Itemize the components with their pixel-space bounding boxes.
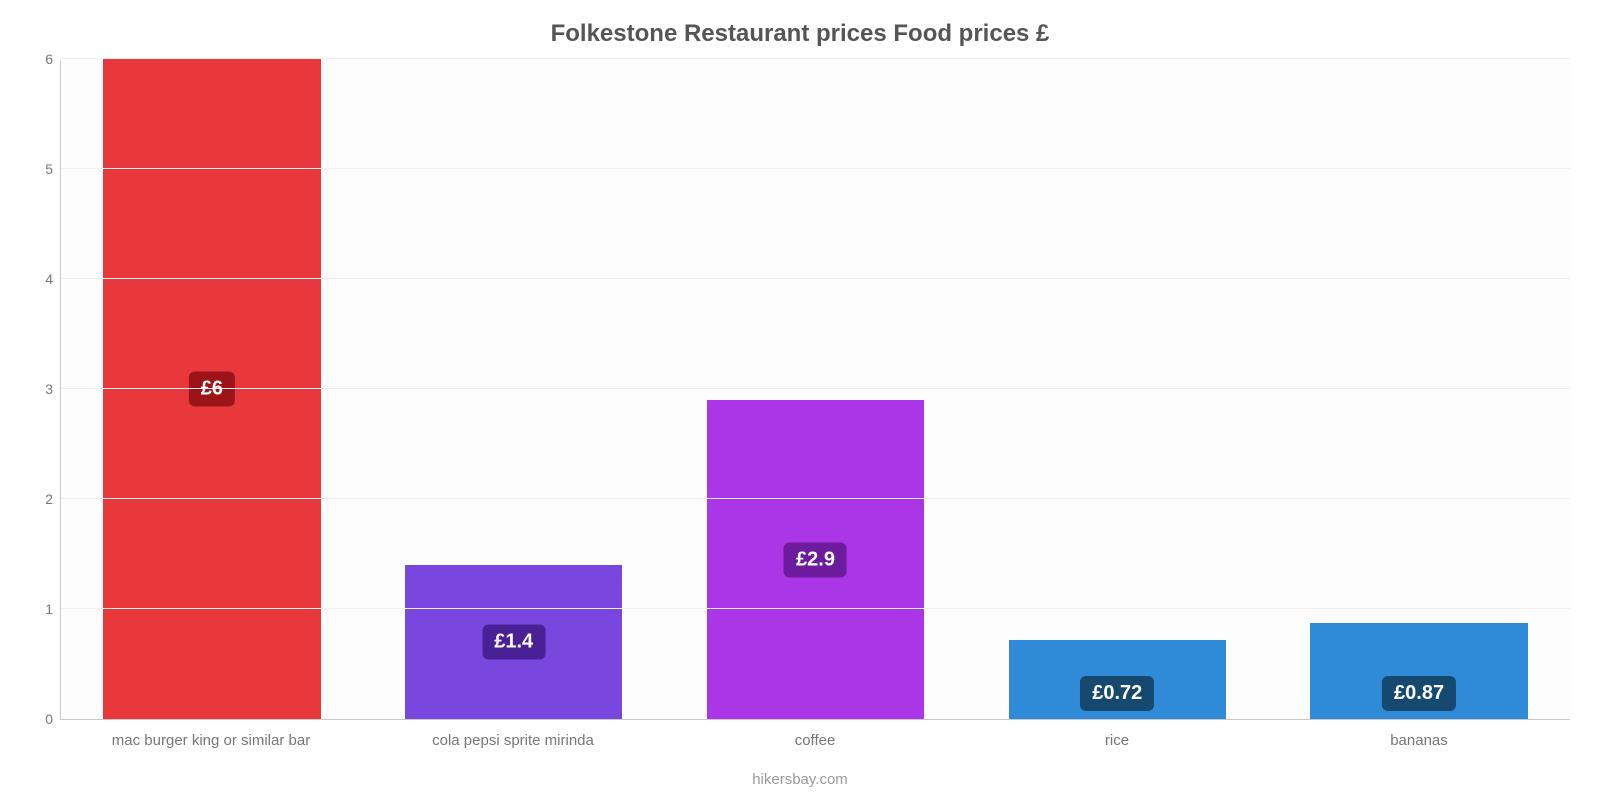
bar: £6 [103,59,320,719]
ytick-label: 3 [45,381,53,397]
bars-container: £6 £1.4 £2.9 £0.72 £0.87 [61,60,1570,719]
bar-slot: £2.9 [665,60,967,719]
bar-slot: £0.87 [1268,60,1570,719]
bar: £0.87 [1310,623,1527,719]
x-axis-label: bananas [1268,720,1570,749]
bar-slot: £6 [61,60,363,719]
chart-footer: hikersbay.com [0,771,1600,788]
plot-area: £6£1.4£2.9£0.72£0.87 0123456 [60,60,1570,720]
value-badge: £0.87 [1382,676,1456,711]
x-axis-label: cola pepsi sprite mirinda [362,720,664,749]
value-badge: £2.9 [784,542,847,577]
value-badge: £6 [189,372,235,407]
gridline [61,608,1570,609]
ytick-label: 2 [45,491,53,507]
bar-slot: £0.72 [966,60,1268,719]
ytick-label: 1 [45,601,53,617]
gridline [61,58,1570,59]
bar: £2.9 [707,400,924,719]
bar: £0.72 [1009,640,1226,719]
bar: £1.4 [405,565,622,719]
ytick-label: 5 [45,161,53,177]
gridline [61,278,1570,279]
bar-slot: £1.4 [363,60,665,719]
ytick-label: 4 [45,271,53,287]
x-axis-label: coffee [664,720,966,749]
gridline [61,388,1570,389]
value-badge: £1.4 [482,625,545,660]
value-badge: £0.72 [1080,676,1154,711]
ytick-label: 0 [45,711,53,727]
x-axis-label: mac burger king or similar bar [60,720,362,749]
gridline [61,168,1570,169]
ytick-label: 6 [45,51,53,67]
gridline [61,498,1570,499]
chart-title: Folkestone Restaurant prices Food prices… [0,0,1600,48]
x-axis: mac burger king or similar barcola pepsi… [60,720,1570,749]
x-axis-label: rice [966,720,1268,749]
